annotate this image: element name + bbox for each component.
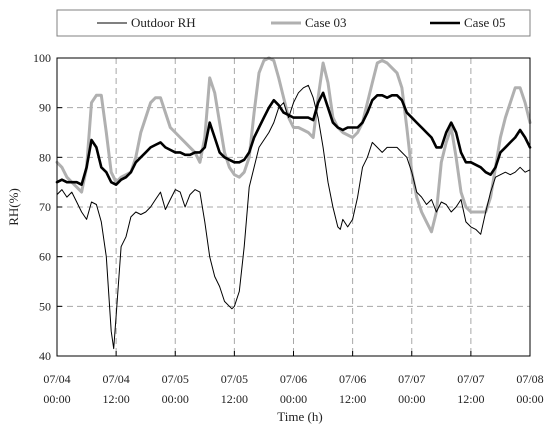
series-line-case-03 [55,56,532,234]
grid-lines [57,58,530,356]
x-tick-date-label: 07/06 [339,372,366,386]
y-tick-label: 40 [39,349,51,363]
y-tick-label: 80 [39,150,51,164]
legend-label: Case 03 [305,15,347,30]
x-tick-time-label: 12:00 [339,392,366,406]
series-line-case-05 [55,91,532,186]
x-tick-time-label: 00:00 [280,392,307,406]
x-tick-date-label: 07/05 [162,372,189,386]
x-tick-date-label: 07/04 [43,372,70,386]
legend: Outdoor RH Case 03 Case 05 [56,9,531,37]
x-tick-date-label: 07/07 [398,372,425,386]
x-axis-ticks: 07/04 00:00 07/04 12:00 07/05 00:00 07/05 12:00… [43,351,544,406]
x-axis-title: Time (h) [277,409,322,424]
x-tick-time-label: 12:00 [457,392,484,406]
x-tick-date-label: 07/07 [457,372,484,386]
legend-label: Outdoor RH [131,15,196,30]
x-tick-time-label: 00:00 [43,392,70,406]
series-layer [55,56,532,350]
x-tick-time-label: 00:00 [516,392,543,406]
x-tick-date-label: 07/05 [221,372,248,386]
series-line-outdoor-rh [56,84,531,350]
x-tick-time-label: 12:00 [221,392,248,406]
x-tick-time-label: 00:00 [162,392,189,406]
y-tick-label: 50 [39,299,51,313]
y-tick-label: 70 [39,200,51,214]
y-tick-label: 90 [39,101,51,115]
x-tick-time-label: 00:00 [398,392,425,406]
y-axis-title: RH(%) [6,188,21,226]
x-tick-date-label: 07/04 [102,372,129,386]
x-tick-date-label: 07/06 [280,372,307,386]
y-tick-label: 100 [33,51,51,65]
y-axis-ticks: 40 50 60 70 80 90 100 [33,51,62,363]
y-tick-label: 60 [39,250,51,264]
legend-label: Case 05 [464,15,506,30]
x-tick-time-label: 12:00 [102,392,129,406]
x-tick-date-label: 07/08 [516,372,543,386]
